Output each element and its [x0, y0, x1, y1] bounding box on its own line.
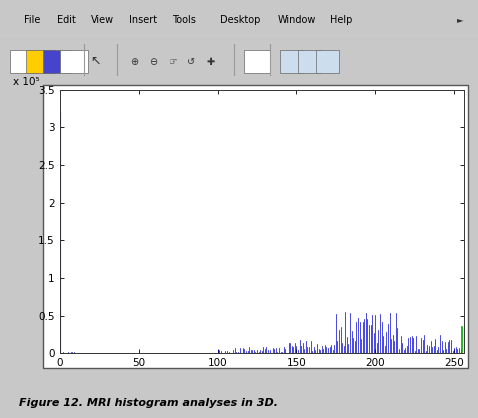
Bar	[43, 85, 468, 368]
Text: Tools: Tools	[172, 15, 196, 25]
Text: x 10⁵: x 10⁵	[13, 77, 40, 87]
Text: ⊖: ⊖	[149, 56, 157, 66]
Text: ↺: ↺	[187, 56, 195, 66]
Text: Edit: Edit	[57, 15, 76, 25]
Text: View: View	[91, 15, 114, 25]
Text: File: File	[24, 15, 40, 25]
Text: Help: Help	[330, 15, 352, 25]
Bar	[280, 51, 303, 73]
Text: ✚: ✚	[206, 56, 214, 66]
Bar	[60, 51, 88, 73]
Text: Figure 12. MRI histogram analyses in 3D.: Figure 12. MRI histogram analyses in 3D.	[19, 398, 278, 408]
Text: Window: Window	[277, 15, 315, 25]
Bar	[298, 51, 321, 73]
Text: ►: ►	[457, 15, 464, 24]
Text: ⊕: ⊕	[130, 56, 138, 66]
Text: Desktop: Desktop	[220, 15, 260, 25]
Bar	[244, 51, 270, 73]
Bar	[43, 51, 72, 73]
Text: Insert: Insert	[129, 15, 157, 25]
Bar	[10, 51, 38, 73]
Bar	[316, 51, 339, 73]
Text: ☞: ☞	[168, 56, 176, 66]
Text: ↖: ↖	[90, 55, 101, 68]
Bar	[26, 51, 55, 73]
